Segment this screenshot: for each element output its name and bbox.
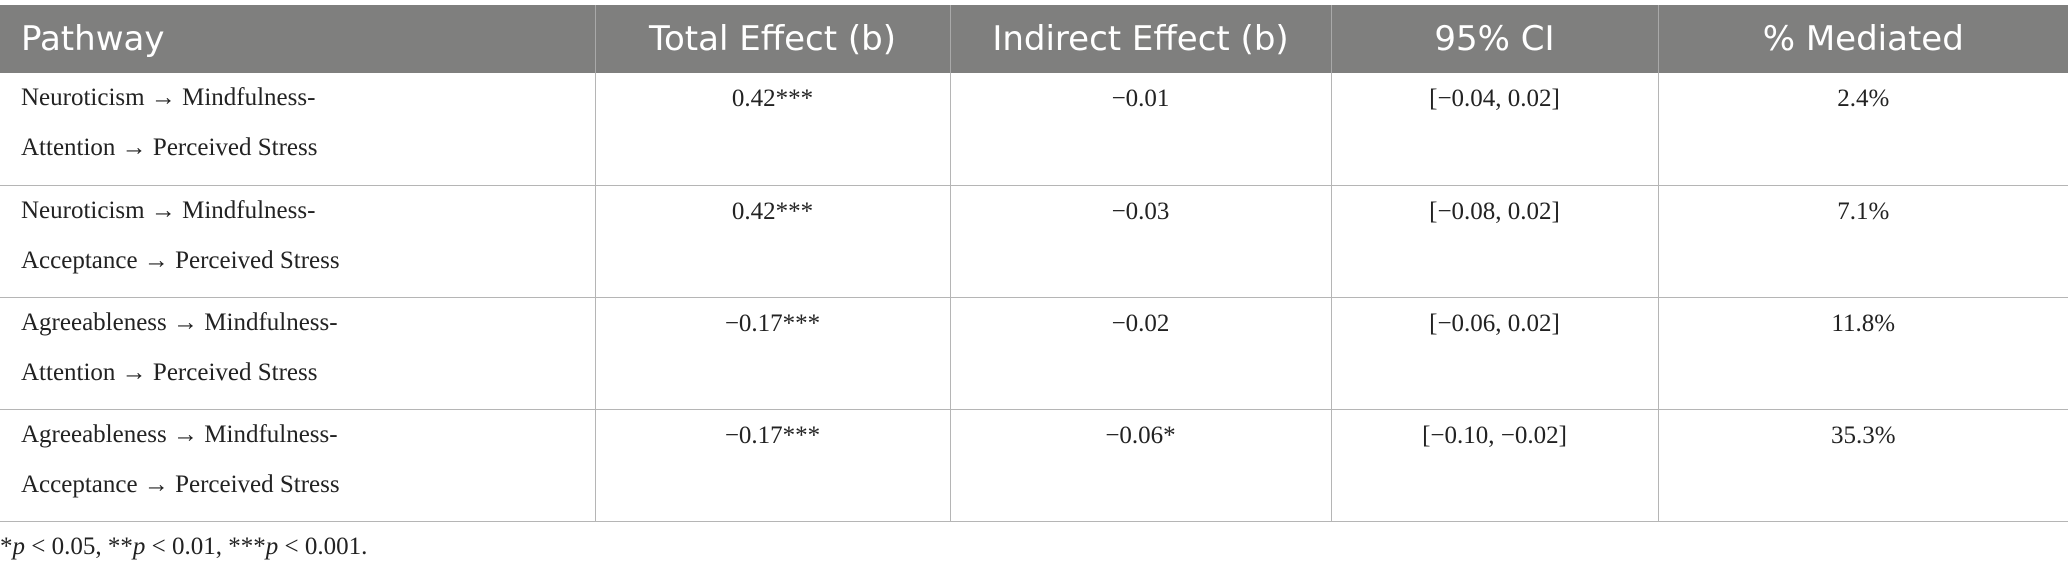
- total-effect-cell: −0.17***: [594, 297, 950, 410]
- pathway-line-1: Agreeableness → Mindfulness-: [21, 420, 338, 448]
- header-ci: 95% CI: [1330, 5, 1658, 73]
- footnote-star-1: *: [0, 533, 13, 560]
- header-indirect-effect: Indirect Effect (b): [949, 5, 1331, 73]
- footnote-text-1: < 0.05, **: [25, 533, 133, 560]
- significance-footnote: *p < 0.05, **p < 0.01, ***p < 0.001.: [0, 533, 367, 561]
- footnote-text-2: < 0.01, ***: [145, 533, 266, 560]
- table-row: Neuroticism → Mindfulness- Attention → P…: [0, 73, 2068, 186]
- footnote-text-3: < 0.001.: [278, 533, 368, 560]
- header-total-effect: Total Effect (b): [594, 5, 950, 73]
- pathway-cell: Neuroticism → Mindfulness- Acceptance → …: [0, 185, 595, 298]
- mediated-cell: 35.3%: [1657, 409, 2068, 522]
- indirect-effect-cell: −0.01: [949, 73, 1331, 186]
- total-effect-cell: −0.17***: [594, 409, 950, 522]
- pathway-line-1: Neuroticism → Mindfulness-: [21, 84, 316, 111]
- header-pathway: Pathway: [21, 19, 165, 59]
- mediated-cell: 7.1%: [1657, 185, 2068, 298]
- mediated-cell: 11.8%: [1657, 297, 2068, 410]
- table-header-row: Pathway Total Effect (b) Indirect Effect…: [0, 5, 2068, 73]
- footnote-p-1: p: [12, 533, 26, 560]
- pathway-line-2: Acceptance → Perceived Stress: [21, 246, 340, 274]
- pathway-line-1: Agreeableness → Mindfulness-: [21, 308, 338, 336]
- footnote-p-3: p: [265, 533, 279, 560]
- footnote-p-2: p: [132, 533, 146, 560]
- total-effect-cell: 0.42***: [594, 73, 950, 186]
- indirect-effect-cell: −0.03: [949, 185, 1331, 298]
- ci-cell: [−0.10, −0.02]: [1330, 409, 1658, 522]
- ci-cell: [−0.04, 0.02]: [1330, 73, 1658, 186]
- pathway-line-1: Neuroticism → Mindfulness-: [21, 196, 316, 224]
- pathway-line-2: Attention → Perceived Stress: [21, 134, 318, 161]
- pathway-cell: Agreeableness → Mindfulness- Acceptance …: [0, 409, 595, 522]
- header-mediated: % Mediated: [1657, 5, 2068, 73]
- pathway-line-2: Attention → Perceived Stress: [21, 358, 318, 386]
- ci-cell: [−0.06, 0.02]: [1330, 297, 1658, 410]
- indirect-effect-cell: −0.06*: [949, 409, 1331, 522]
- pathway-cell: Agreeableness → Mindfulness- Attention →…: [0, 297, 595, 410]
- table-row: Neuroticism → Mindfulness- Acceptance → …: [0, 185, 2068, 298]
- table-row: Agreeableness → Mindfulness- Attention →…: [0, 297, 2068, 410]
- table-row: Agreeableness → Mindfulness- Acceptance …: [0, 409, 2068, 522]
- pathway-line-2: Acceptance → Perceived Stress: [21, 470, 340, 498]
- ci-cell: [−0.08, 0.02]: [1330, 185, 1658, 298]
- pathway-cell: Neuroticism → Mindfulness- Attention → P…: [0, 73, 595, 186]
- indirect-effect-cell: −0.02: [949, 297, 1331, 410]
- total-effect-cell: 0.42***: [594, 185, 950, 298]
- mediated-cell: 2.4%: [1657, 73, 2068, 186]
- mediation-results-table: Pathway Total Effect (b) Indirect Effect…: [0, 5, 2068, 522]
